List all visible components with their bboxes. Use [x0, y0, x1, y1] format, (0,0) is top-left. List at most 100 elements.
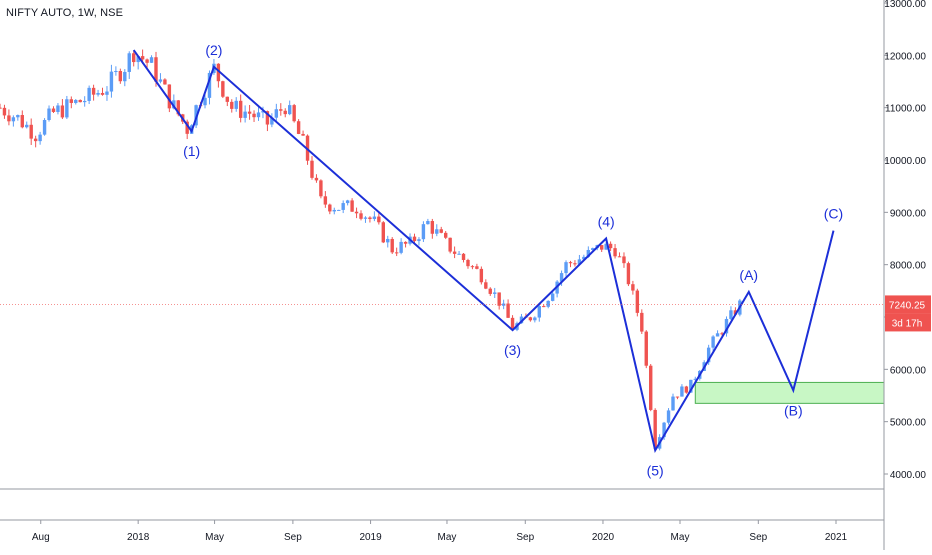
- y-tick-label: 9000.00: [890, 208, 927, 219]
- candle-body: [359, 213, 363, 219]
- candle-body: [421, 224, 426, 240]
- candle-body: [350, 200, 354, 212]
- candle-body: [2, 107, 7, 116]
- candle-body: [635, 290, 640, 313]
- candle-body: [172, 100, 176, 109]
- candle: [466, 258, 470, 269]
- candle-body: [386, 238, 390, 243]
- candle: [644, 330, 648, 369]
- candle: [493, 287, 497, 298]
- candle: [132, 50, 136, 67]
- wave-labels-layer: (1) (2) (3) (4) (5) (A) (B) (C): [183, 42, 843, 479]
- candle: [724, 316, 729, 337]
- candle-body: [711, 336, 715, 348]
- candle-body: [78, 99, 82, 103]
- y-tick-label: 6000.00: [890, 365, 927, 376]
- candle-body: [283, 110, 287, 115]
- candle-body: [394, 252, 399, 254]
- candle-body: [109, 71, 114, 92]
- wave-label: (A): [739, 267, 758, 283]
- candle: [337, 209, 341, 211]
- candle-body: [622, 256, 626, 264]
- x-axis[interactable]: Aug 2018 May Sep 2019 May Sep 2020 May Sep 2021: [0, 488, 884, 543]
- candle-body: [644, 331, 648, 366]
- candle-body: [666, 410, 671, 423]
- candle-body: [564, 262, 568, 274]
- candle-body: [724, 318, 729, 334]
- candle-body: [649, 365, 653, 410]
- candle: [475, 263, 479, 270]
- candle-body: [586, 249, 591, 257]
- candle: [38, 131, 42, 145]
- candle-body: [25, 124, 29, 128]
- candle: [421, 221, 426, 243]
- candle: [372, 211, 377, 222]
- candle: [488, 287, 492, 296]
- y-axis[interactable]: 4000.005000.006000.007000.008000.009000.…: [883, 0, 927, 550]
- candle: [626, 261, 631, 287]
- candle: [399, 238, 403, 255]
- candle-body: [319, 180, 323, 197]
- candle-body: [577, 259, 582, 265]
- x-tick-label: Sep: [749, 532, 767, 543]
- candle-body: [310, 160, 314, 178]
- candle: [715, 330, 720, 337]
- candle: [435, 224, 439, 237]
- candle-body: [519, 316, 524, 324]
- candle-body: [216, 63, 221, 82]
- candle: [185, 119, 189, 140]
- candle-body: [461, 253, 466, 260]
- candle-body: [167, 84, 172, 109]
- x-tick-label: May: [438, 532, 457, 543]
- candle-body: [497, 292, 501, 306]
- candle-body: [158, 79, 163, 82]
- candle-body: [221, 81, 225, 97]
- candle: [29, 118, 33, 145]
- candle: [363, 216, 368, 223]
- candle: [25, 121, 29, 129]
- candle: [167, 84, 172, 113]
- candle-body: [693, 378, 697, 380]
- candle: [443, 230, 448, 240]
- candle-body: [528, 317, 533, 321]
- candle-body: [56, 105, 60, 112]
- candle-body: [91, 87, 96, 95]
- candle-body: [118, 71, 123, 82]
- chart-title: NIFTY AUTO, 1W, NSE: [6, 7, 124, 19]
- candle: [461, 252, 466, 263]
- candle-body: [60, 105, 65, 118]
- candle-body: [506, 303, 510, 318]
- candle: [33, 135, 38, 148]
- wave-label: (4): [598, 214, 615, 230]
- candle: [221, 80, 225, 99]
- candle-body: [729, 310, 733, 319]
- candle-body: [234, 100, 238, 109]
- candle-body: [377, 216, 381, 223]
- countdown-value: 3d 17h: [892, 318, 923, 329]
- candle-body: [715, 333, 720, 337]
- x-tick-label: Sep: [284, 532, 302, 543]
- candle-body: [689, 379, 693, 393]
- candle: [470, 265, 475, 270]
- candle-body: [568, 262, 573, 264]
- candle-body: [247, 111, 252, 114]
- candle-body: [599, 245, 604, 250]
- candle: [671, 393, 675, 411]
- candle-body: [448, 237, 452, 252]
- candle-body: [207, 72, 212, 98]
- candle: [7, 109, 11, 126]
- candle: [617, 252, 622, 258]
- candle-body: [16, 115, 20, 118]
- candle: [283, 108, 287, 118]
- candle-body: [559, 273, 564, 282]
- x-tick-label: May: [671, 532, 690, 543]
- candle: [158, 73, 163, 84]
- candle: [100, 87, 105, 96]
- candle: [301, 130, 305, 136]
- candle-body: [20, 115, 24, 128]
- candle: [377, 212, 381, 225]
- candle: [65, 95, 69, 120]
- candle: [16, 114, 20, 121]
